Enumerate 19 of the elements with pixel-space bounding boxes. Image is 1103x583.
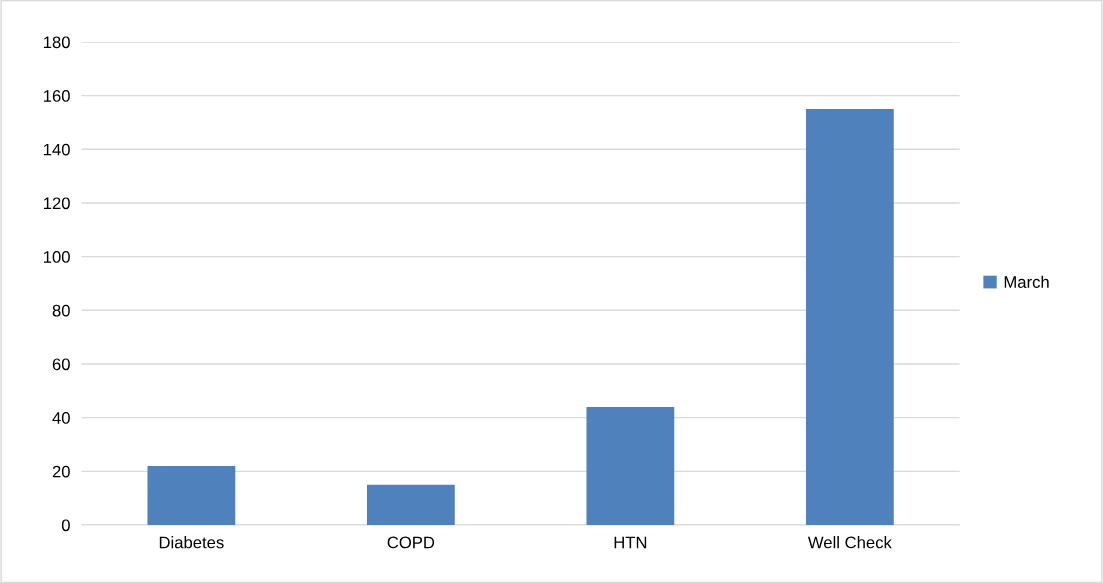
bar [366, 484, 455, 525]
y-tick-label: 20 [52, 465, 70, 478]
x-tick-label: Well Check [807, 536, 892, 549]
y-tick-label: 80 [52, 304, 70, 317]
y-tick-label: 0 [61, 519, 70, 532]
bar [586, 406, 675, 525]
y-tick-label: 140 [43, 143, 70, 156]
bar [805, 109, 894, 525]
x-tick-label: Diabetes [159, 536, 224, 549]
y-tick-label: 100 [43, 251, 70, 263]
x-tick-label: HTN [614, 536, 647, 549]
y-tick-label: 180 [43, 36, 70, 49]
y-tick-label: 160 [43, 90, 70, 102]
legend-label: March [1004, 275, 1049, 288]
y-tick-label: 60 [52, 358, 70, 371]
y-tick-label: 40 [52, 412, 70, 424]
x-tick-label: COPD [387, 536, 435, 549]
bar [147, 465, 236, 525]
y-tick-label: 120 [43, 197, 70, 210]
